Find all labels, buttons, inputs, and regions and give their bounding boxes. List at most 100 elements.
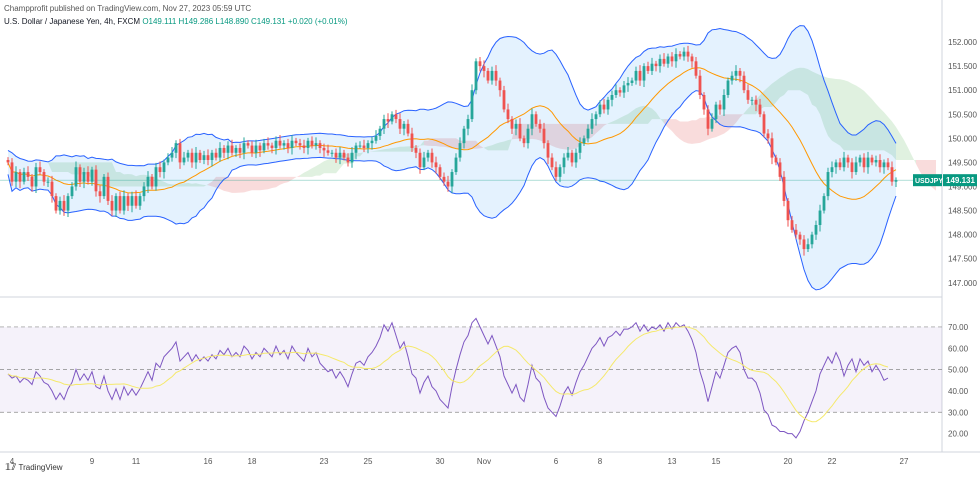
candle-body-up: [682, 51, 686, 57]
candle: [294, 137, 298, 147]
candle: [138, 193, 142, 210]
candle-body-up: [154, 167, 158, 187]
candle-body-down: [602, 104, 606, 110]
rsi-tick-label: 20.00: [948, 430, 969, 439]
candle-body-up: [70, 186, 74, 197]
candle: [678, 51, 682, 60]
axes: 152.000 151.500 151.000 150.500 150.000 149.5…: [10, 38, 978, 466]
candle: [262, 138, 266, 154]
candle: [862, 153, 866, 173]
candle: [366, 140, 370, 154]
candle: [226, 141, 230, 160]
candle-body-down: [310, 140, 314, 146]
candle-body-up: [170, 152, 174, 158]
candle: [370, 136, 374, 150]
grid-layer: [0, 0, 980, 453]
candle-body-down: [770, 138, 774, 158]
candle: [238, 143, 242, 159]
candle: [34, 162, 38, 193]
candle: [422, 151, 426, 171]
candle-body-up: [210, 152, 214, 160]
candle: [114, 193, 118, 218]
candle-body-up: [594, 114, 598, 120]
candle: [626, 77, 630, 92]
candle: [634, 66, 638, 85]
candle: [698, 69, 702, 100]
candle: [314, 137, 318, 150]
candle: [722, 89, 726, 116]
candle: [738, 68, 742, 83]
candle: [674, 48, 678, 68]
candle: [510, 116, 514, 134]
rsi-panel: [0, 317, 942, 439]
candle: [754, 95, 758, 112]
candle-body-up: [330, 152, 334, 154]
candle: [298, 138, 302, 150]
candle: [174, 140, 178, 159]
candle-body-down: [342, 152, 346, 158]
time-tick-label: 4: [10, 457, 15, 466]
candle: [414, 145, 418, 159]
candle: [638, 65, 642, 86]
candle: [142, 182, 146, 202]
candle-body-down: [862, 157, 866, 168]
rsi-line: [7, 317, 889, 439]
tradingview-brand[interactable]: 𝟙𝟟 TradingView: [5, 462, 63, 473]
candle: [130, 191, 134, 213]
candle-body-up: [826, 172, 830, 197]
candle-body-up: [90, 169, 94, 182]
candle-body-down: [694, 61, 698, 76]
candle: [558, 164, 562, 183]
candle-body-down: [322, 147, 326, 151]
candle-body-up: [650, 63, 654, 71]
time-tick-label: 27: [900, 457, 909, 466]
candle: [614, 84, 618, 98]
candle-body-down: [662, 58, 666, 64]
candle-body-up: [422, 157, 426, 168]
candle: [354, 142, 358, 160]
candle: [530, 108, 534, 136]
candle-body-up: [866, 157, 870, 168]
candle: [578, 137, 582, 160]
candle-body-down: [778, 162, 782, 177]
candle: [322, 143, 326, 157]
candle: [318, 140, 322, 154]
candle-body-up: [530, 114, 534, 129]
candle-body-up: [642, 66, 646, 81]
candle-body-down: [246, 143, 250, 146]
candle-body-up: [470, 90, 474, 120]
candle: [662, 53, 666, 67]
symbol-name[interactable]: U.S. Dollar / Japanese Yen, 4h, FXCM: [4, 17, 141, 26]
candle: [398, 113, 402, 134]
time-tick-label: 8: [598, 457, 603, 466]
rsi-tick-label: 70.00: [948, 323, 969, 332]
candle-body-down: [786, 200, 790, 221]
candle-body-down: [270, 145, 274, 148]
candle: [158, 161, 162, 178]
candle: [810, 231, 814, 249]
candle-body-up: [174, 143, 178, 153]
candle-body-up: [610, 95, 614, 100]
candle: [374, 130, 378, 144]
cloud-bullish: [484, 138, 512, 151]
candle-body-down: [738, 70, 742, 76]
candle-body-down: [334, 152, 338, 158]
candle: [710, 113, 714, 132]
candle-body-down: [54, 196, 58, 211]
candle: [406, 119, 410, 137]
candle-body-down: [222, 147, 226, 153]
candle-body-up: [614, 90, 618, 95]
rsi-ma-line: [7, 326, 889, 423]
candle: [50, 175, 54, 203]
candle: [42, 169, 46, 186]
candle-body-up: [858, 157, 862, 163]
candle: [726, 77, 730, 98]
candle: [838, 158, 842, 171]
candle: [286, 138, 290, 154]
candle: [766, 129, 770, 144]
price-tick-label: 151.000: [948, 86, 977, 95]
time-tick-label: 9: [90, 457, 95, 466]
candle-body-down: [110, 200, 114, 211]
candle-body-up: [566, 152, 570, 158]
